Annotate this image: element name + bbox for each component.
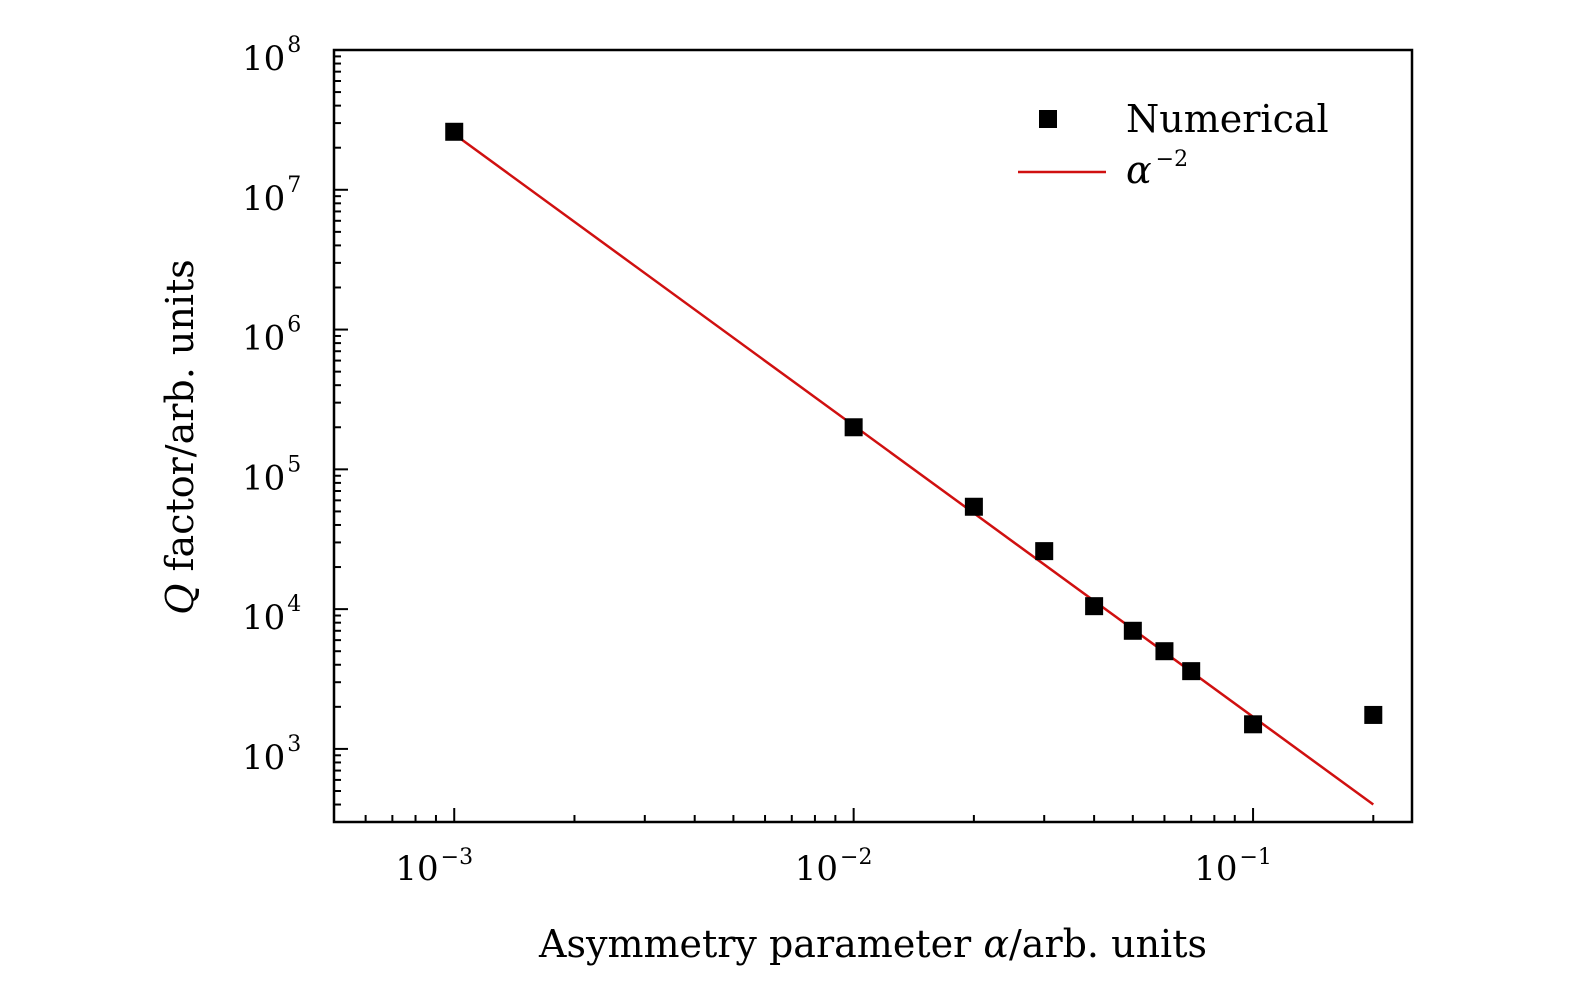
y-tick-label-base: 10: [242, 598, 285, 638]
y-tick-label-base: 10: [242, 458, 285, 498]
data-point-numerical: [1244, 715, 1263, 734]
x-tick-label-base: 10: [1194, 849, 1237, 889]
y-tick-label-exp: 6: [287, 313, 301, 338]
data-point-numerical: [844, 418, 863, 437]
y-axis-title: Q factor/arb. units: [158, 259, 202, 615]
data-point-numerical: [1155, 642, 1174, 661]
data-point-numerical: [1123, 621, 1142, 640]
y-tick-label-base: 10: [242, 738, 285, 778]
y-tick-label: 103: [242, 732, 301, 778]
x-tick-label-exp: −1: [1239, 845, 1271, 870]
y-tick-label-exp: 4: [287, 592, 301, 617]
y-tick-label: 104: [242, 592, 301, 638]
y-tick-label-exp: 8: [287, 33, 301, 58]
y-tick-label-base: 10: [242, 179, 285, 219]
legend-marker-numerical: [1039, 110, 1057, 128]
legend-label-fit: α −2: [1126, 147, 1188, 192]
y-tick-label-base: 10: [242, 39, 285, 79]
data-point-numerical: [1085, 597, 1104, 616]
x-tick-label-base: 10: [795, 849, 838, 889]
legend-label-fit-symbol: α: [1126, 148, 1152, 192]
x-axis-title-symbol: α: [983, 922, 1009, 966]
legend-label-fit-exp: −2: [1156, 147, 1188, 172]
x-axis-title-prefix: Asymmetry parameter: [538, 922, 983, 966]
x-tick-labels: 10−3 10−2 10−1: [395, 845, 1272, 889]
x-tick-label-exp: −2: [840, 845, 872, 870]
series-layer: [445, 122, 1383, 806]
y-tick-label-exp: 5: [287, 452, 301, 477]
fit-line-alpha-minus-2: [453, 133, 1375, 806]
x-tick-label-base: 10: [395, 849, 438, 889]
y-axis-title-symbol: Q: [158, 584, 202, 615]
data-point-numerical: [1182, 662, 1201, 681]
x-axis-title: Asymmetry parameter α/arb. units: [538, 922, 1207, 966]
data-point-numerical: [1364, 705, 1383, 724]
y-tick-label-exp: 3: [287, 732, 301, 757]
x-tick-label: 10−1: [1194, 845, 1272, 889]
plot-frame: [332, 48, 1414, 824]
y-tick-label-base: 10: [242, 319, 285, 359]
y-tick-label: 106: [242, 313, 301, 359]
data-point-numerical: [1035, 542, 1054, 561]
legend-label-numerical: Numerical: [1126, 97, 1329, 141]
data-point-numerical: [445, 122, 464, 141]
legend: Numerical α −2: [1018, 97, 1329, 192]
data-point-numerical: [964, 497, 983, 516]
x-axis-title-suffix: /arb. units: [1009, 922, 1207, 966]
y-tick-label: 105: [242, 452, 301, 498]
y-tick-label: 108: [242, 33, 301, 79]
x-tick-label: 10−3: [395, 845, 473, 889]
y-tick-label: 107: [242, 173, 301, 219]
x-tick-label: 10−2: [795, 845, 873, 889]
y-axis-title-suffix: factor/arb. units: [158, 259, 202, 583]
y-tick-label-exp: 7: [287, 173, 301, 198]
x-tick-label-exp: −3: [441, 845, 473, 870]
